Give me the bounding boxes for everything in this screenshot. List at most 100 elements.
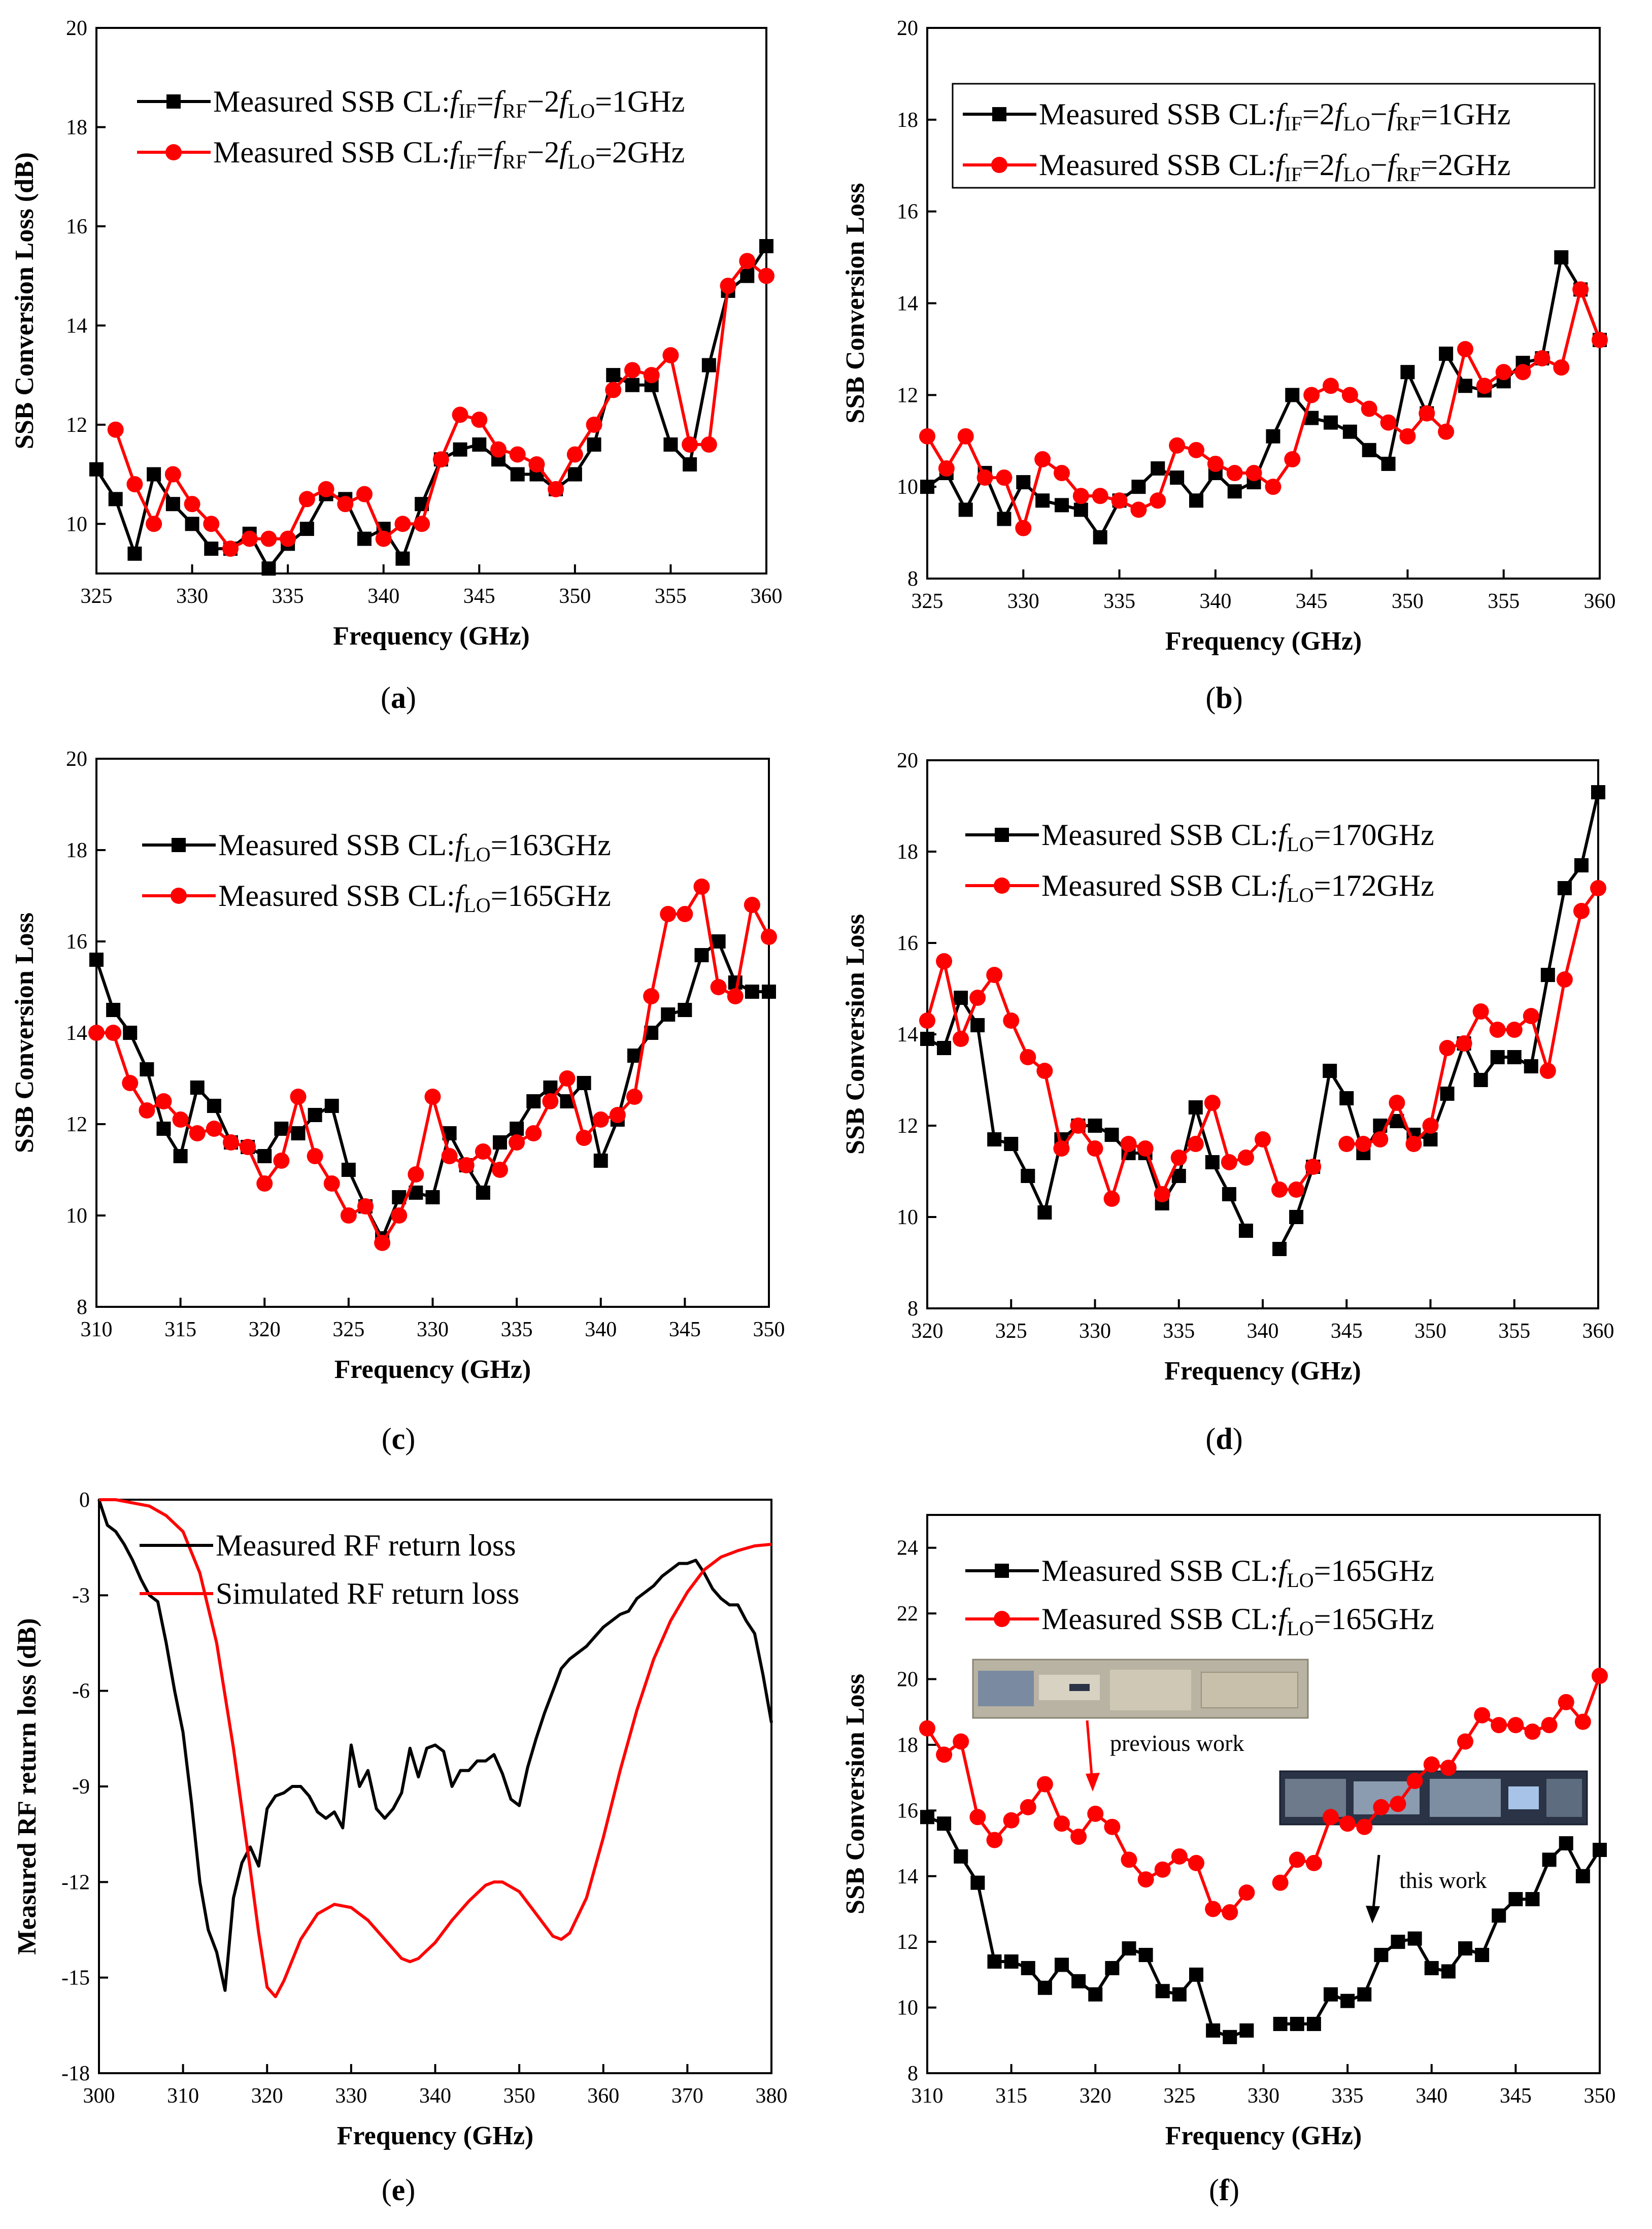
data-point-square <box>1524 1059 1538 1073</box>
y-tick-label: -6 <box>72 1680 90 1703</box>
data-point-square <box>341 1163 356 1177</box>
legend-label-b-0: Measured SSB CL:fIF=2fLO−fRF=1GHz <box>1039 97 1510 135</box>
data-point-square <box>661 1007 676 1022</box>
y-tick-label: 14 <box>897 1865 918 1888</box>
data-point-circle <box>1238 1884 1255 1901</box>
y-tick-label: -15 <box>61 1967 90 1990</box>
data-point-square <box>1323 1064 1337 1078</box>
series-a-1 <box>107 253 774 557</box>
y-tick-label: 12 <box>897 384 918 407</box>
y-tick-label: 12 <box>897 1114 918 1138</box>
data-point-circle <box>203 516 220 532</box>
legend-entry-d-1: Measured SSB CL:fLO=172GHz <box>965 869 1434 906</box>
legend-label-f-1: Measured SSB CL:fLO=165GHz <box>1041 1602 1434 1640</box>
series-c-0 <box>89 934 776 1245</box>
data-point-square <box>678 1003 692 1017</box>
data-point-circle <box>1169 437 1186 454</box>
x-tick-label: 320 <box>1080 2084 1111 2108</box>
data-point-square <box>1004 1137 1019 1151</box>
data-point-square <box>204 542 219 556</box>
data-point-circle <box>356 486 373 502</box>
data-point-circle <box>1572 281 1589 298</box>
chart-panel-a: 325 330 335 340 345 350 355 360 10 12 14 16 18 20 Freq… <box>0 0 826 731</box>
data-point-square <box>606 368 621 383</box>
data-point-square <box>1340 1994 1355 2008</box>
data-point-square <box>510 467 525 482</box>
legend-label-e-0: Measured RF return loss <box>216 1529 516 1562</box>
data-point-circle <box>525 1125 542 1141</box>
x-tick-label: 360 <box>1584 590 1616 613</box>
data-point-square <box>1272 1242 1287 1256</box>
data-point-circle <box>298 491 315 508</box>
x-tick-label: 330 <box>176 585 208 608</box>
data-point-circle <box>758 267 774 284</box>
data-point-square <box>1542 1852 1557 1867</box>
x-tick-label: 350 <box>559 585 591 608</box>
data-point-square <box>1458 1941 1472 1956</box>
x-tick-label: 360 <box>751 585 783 608</box>
caption-b: (b) <box>1205 681 1242 715</box>
chart-f: 310 315 320 325 330 335 340 345 350 8 10 12 14 16 18 20… <box>841 1514 1616 2207</box>
legend-marker-square <box>995 1564 1009 1578</box>
data-point-circle <box>761 929 777 945</box>
legend-label-d-0: Measured SSB CL:fLO=170GHz <box>1041 818 1434 856</box>
data-point-square <box>453 442 467 457</box>
data-point-circle <box>1405 1136 1422 1152</box>
data-point-circle <box>1205 1901 1222 1917</box>
data-point-square <box>1362 443 1376 457</box>
x-tick-label: 345 <box>669 1318 701 1341</box>
series-d-1 <box>919 880 1606 1207</box>
chart-panel-c: 310 315 320 325 330 335 340 345 350 8 10 12 14 16 18 20… <box>0 731 826 1467</box>
y-tick-label: 14 <box>66 314 87 337</box>
y-axis-title: SSB Conversion Loss <box>841 183 870 424</box>
data-point-circle <box>424 1089 441 1105</box>
data-point-circle <box>682 436 698 453</box>
data-point-circle <box>432 451 449 468</box>
y-tick-label: 8 <box>907 1297 918 1321</box>
x-axis-title: Frequency (GHz) <box>1165 2121 1362 2150</box>
arrowhead-this <box>1366 1906 1380 1923</box>
data-point-circle <box>1072 488 1089 504</box>
data-point-circle <box>509 446 526 463</box>
legend-label-d-1: Measured SSB CL:fLO=172GHz <box>1041 869 1434 906</box>
data-point-circle <box>318 481 334 497</box>
legend-box <box>952 83 1596 189</box>
data-point-square <box>997 512 1012 526</box>
data-point-circle <box>1288 1181 1305 1198</box>
x-tick-label: 350 <box>1414 1320 1446 1343</box>
series-f-0 <box>920 1810 1607 2044</box>
data-point-circle <box>1171 1848 1188 1865</box>
data-point-circle <box>1150 492 1166 509</box>
y-tick-label: 14 <box>897 292 918 316</box>
data-point-circle <box>323 1175 340 1192</box>
data-point-square <box>1339 1091 1354 1105</box>
y-tick-label: 16 <box>897 932 918 955</box>
data-point-circle <box>1087 1805 1104 1822</box>
data-point-circle <box>1020 1049 1036 1065</box>
data-point-circle <box>1506 1022 1523 1038</box>
data-point-square <box>1155 1984 1170 1999</box>
x-tick-label: 380 <box>756 2084 788 2108</box>
data-point-circle <box>1255 1131 1271 1147</box>
data-point-circle <box>307 1148 323 1164</box>
y-tick-label: 12 <box>66 1113 87 1136</box>
y-tick-label: 16 <box>66 215 87 239</box>
y-tick-label: 16 <box>897 200 918 224</box>
data-point-circle <box>969 990 986 1006</box>
data-point-square <box>1104 1128 1119 1142</box>
data-point-circle <box>1053 1140 1070 1157</box>
data-point-square <box>1071 1974 1086 1988</box>
x-tick-label: 330 <box>335 2084 367 2108</box>
data-point-square <box>140 1062 154 1076</box>
data-point-circle <box>677 906 693 922</box>
y-axis-title: SSB Conversion Loss <box>10 913 39 1153</box>
data-point-circle <box>1476 378 1493 394</box>
x-tick-label: 340 <box>1199 590 1231 613</box>
data-point-circle <box>1457 341 1473 357</box>
data-point-square <box>1400 365 1415 380</box>
data-point-square <box>1138 1948 1153 1963</box>
x-tick-label: 330 <box>417 1318 449 1341</box>
data-point-circle <box>1103 1191 1120 1207</box>
data-point-square <box>108 492 123 506</box>
data-point-square <box>1151 461 1165 476</box>
